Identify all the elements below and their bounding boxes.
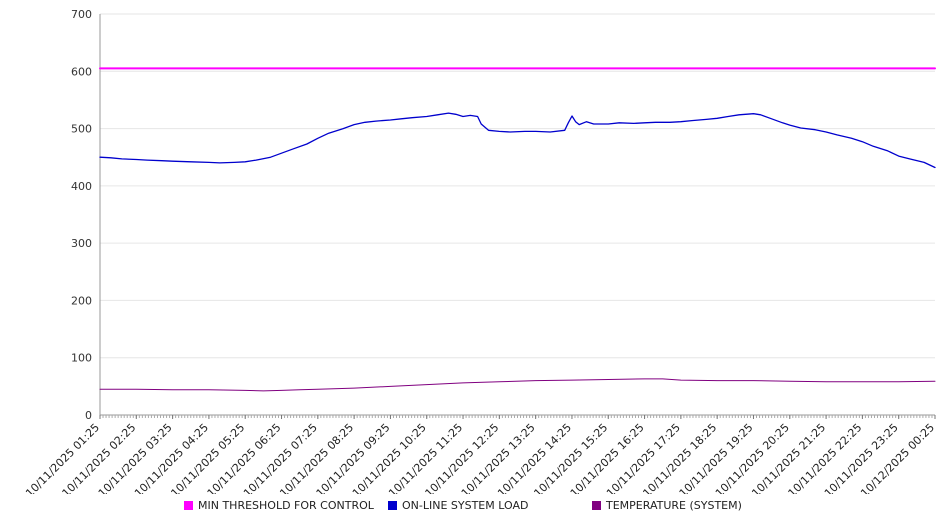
legend-item-min-threshold: MIN THRESHOLD FOR CONTROL <box>184 499 374 512</box>
y-tick-label: 0 <box>85 409 92 422</box>
y-tick-label: 300 <box>71 237 92 250</box>
series-line <box>99 378 936 392</box>
y-tick-label: 600 <box>71 65 92 78</box>
legend-swatch-min-threshold <box>184 500 193 510</box>
legend-swatch-system-load <box>388 500 397 510</box>
legend-swatch-temperature <box>592 500 601 510</box>
legend-item-temperature: TEMPERATURE (SYSTEM) <box>592 499 762 512</box>
y-tick-label: 500 <box>71 123 92 136</box>
legend: MIN THRESHOLD FOR CONTROL ON-LINE SYSTEM… <box>0 494 946 516</box>
y-tick-label: 700 <box>71 8 92 21</box>
y-tick-label: 100 <box>71 352 92 365</box>
series-line <box>99 112 936 169</box>
x-tick-label: 10/11/2025 01:25 <box>23 421 102 494</box>
legend-label-system-load: ON-LINE SYSTEM LOAD <box>402 498 529 512</box>
legend-item-system-load: ON-LINE SYSTEM LOAD <box>388 499 578 512</box>
y-tick-label: 200 <box>71 294 92 307</box>
y-tick-label: 400 <box>71 180 92 193</box>
legend-label-temperature: TEMPERATURE (SYSTEM) <box>606 498 742 512</box>
legend-label-min-threshold: MIN THRESHOLD FOR CONTROL <box>198 498 374 512</box>
